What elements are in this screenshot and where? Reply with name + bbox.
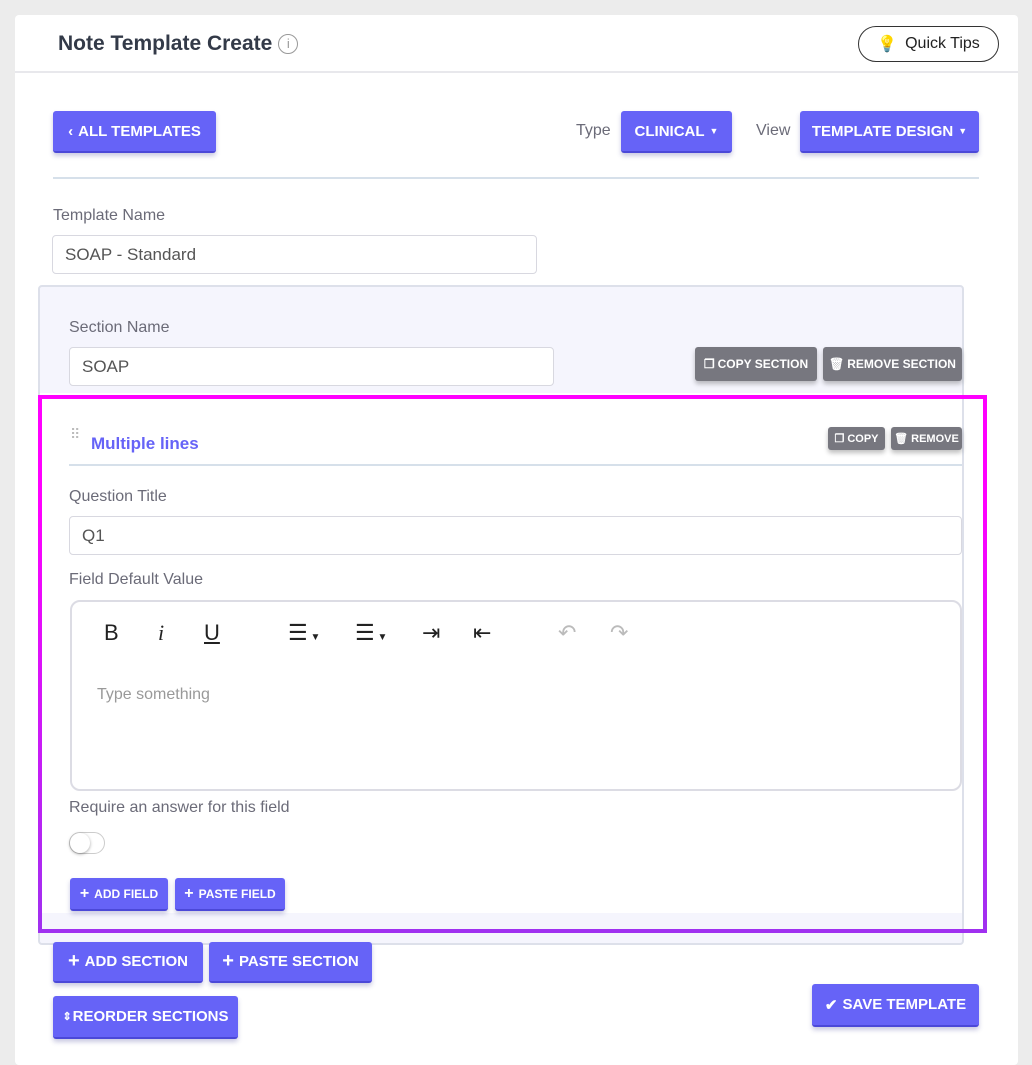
add-section-label: ADD SECTION xyxy=(84,953,189,970)
type-value: CLINICAL xyxy=(634,122,705,140)
page-header: Note Template Create i 💡 Quick Tips xyxy=(15,15,1018,73)
section-name-input[interactable]: SOAP xyxy=(69,347,554,386)
copy-section-button[interactable]: ❐ COPY SECTION xyxy=(695,347,817,381)
paste-section-label: PASTE SECTION xyxy=(238,953,359,970)
reorder-sections-button[interactable]: ⇕ REORDER SECTIONS xyxy=(53,996,238,1039)
reorder-sections-label: REORDER SECTIONS xyxy=(72,1008,229,1025)
check-icon: ✔ xyxy=(824,996,838,1014)
template-name-input[interactable]: SOAP - Standard xyxy=(52,235,537,274)
all-templates-button[interactable]: ‹ ALL TEMPLATES xyxy=(53,111,216,153)
highlight-overlay xyxy=(38,395,987,933)
type-dropdown[interactable]: CLINICAL ▼ xyxy=(621,111,732,153)
divider xyxy=(53,177,979,179)
chevron-left-icon: ‹ xyxy=(68,122,74,140)
quick-tips-label: Quick Tips xyxy=(905,35,980,52)
all-templates-label: ALL TEMPLATES xyxy=(78,122,201,140)
save-template-label: SAVE TEMPLATE xyxy=(842,996,967,1013)
page-title: Note Template Create i xyxy=(58,32,299,56)
type-label: Type xyxy=(576,122,611,139)
save-template-button[interactable]: ✔ SAVE TEMPLATE xyxy=(812,984,979,1027)
remove-section-button[interactable]: 🗑 REMOVE SECTION xyxy=(823,347,962,381)
lightbulb-icon: 💡 xyxy=(877,36,898,53)
caret-down-icon: ▼ xyxy=(709,126,719,136)
trash-icon: 🗑 xyxy=(829,357,845,371)
remove-section-label: REMOVE SECTION xyxy=(847,357,956,371)
template-name-value: SOAP - Standard xyxy=(65,244,197,264)
view-dropdown[interactable]: TEMPLATE DESIGN ▼ xyxy=(800,111,979,153)
section-name-label: Section Name xyxy=(69,319,170,336)
copy-icon: ❐ xyxy=(703,357,715,371)
plus-icon: + xyxy=(67,950,80,972)
info-icon[interactable]: i xyxy=(278,34,299,54)
page-title-text: Note Template Create xyxy=(58,32,273,55)
quick-tips-button[interactable]: 💡 Quick Tips xyxy=(858,26,999,62)
add-section-button[interactable]: + ADD SECTION xyxy=(53,942,203,983)
caret-down-icon: ▼ xyxy=(958,126,968,136)
paste-section-button[interactable]: + PASTE SECTION xyxy=(209,942,372,983)
view-value: TEMPLATE DESIGN xyxy=(811,122,954,140)
plus-icon: + xyxy=(222,950,234,972)
sort-icon: ⇕ xyxy=(62,1011,72,1023)
template-name-label: Template Name xyxy=(53,207,166,224)
copy-section-label: COPY SECTION xyxy=(717,357,809,371)
section-name-value: SOAP xyxy=(82,356,130,376)
view-label: View xyxy=(756,122,791,139)
